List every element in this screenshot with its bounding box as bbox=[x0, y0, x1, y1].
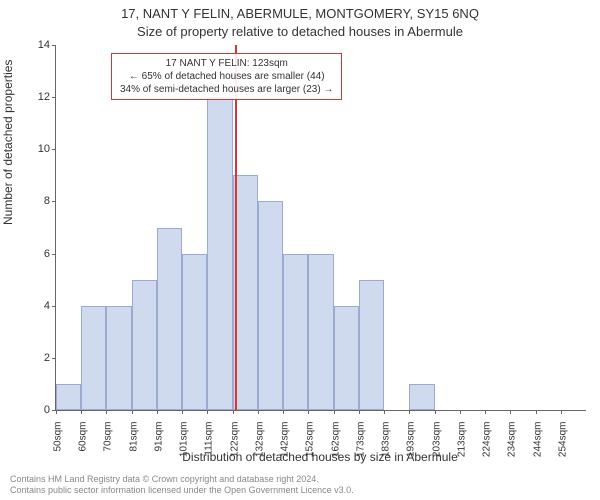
histogram-bar bbox=[258, 201, 283, 410]
y-tick-mark bbox=[52, 97, 56, 98]
histogram-bar bbox=[308, 254, 333, 410]
y-tick-mark bbox=[52, 45, 56, 46]
y-tick-mark bbox=[52, 149, 56, 150]
x-tick-mark bbox=[182, 410, 183, 414]
y-tick-mark bbox=[52, 306, 56, 307]
x-tick-mark bbox=[536, 410, 537, 414]
footer-text: Contains HM Land Registry data © Crown c… bbox=[10, 474, 354, 496]
y-tick-label: 0 bbox=[32, 404, 50, 416]
histogram-bar bbox=[182, 254, 207, 410]
histogram-bar bbox=[409, 384, 434, 410]
chart-title-line2: Size of property relative to detached ho… bbox=[0, 24, 600, 39]
y-tick-label: 8 bbox=[32, 195, 50, 207]
y-tick-label: 6 bbox=[32, 248, 50, 260]
histogram-bar bbox=[81, 306, 106, 410]
info-line1: 17 NANT Y FELIN: 123sqm bbox=[120, 57, 333, 70]
histogram-bar bbox=[359, 280, 384, 410]
x-tick-mark bbox=[157, 410, 158, 414]
x-tick-mark bbox=[283, 410, 284, 414]
footer-line1: Contains HM Land Registry data © Crown c… bbox=[10, 474, 354, 485]
x-tick-mark bbox=[258, 410, 259, 414]
chart-title-line1: 17, NANT Y FELIN, ABERMULE, MONTGOMERY, … bbox=[0, 6, 600, 21]
x-tick-mark bbox=[132, 410, 133, 414]
x-tick-mark bbox=[460, 410, 461, 414]
x-tick-mark bbox=[106, 410, 107, 414]
info-line2: ← 65% of detached houses are smaller (44… bbox=[120, 70, 333, 83]
x-tick-mark bbox=[81, 410, 82, 414]
x-tick-mark bbox=[485, 410, 486, 414]
x-tick-mark bbox=[409, 410, 410, 414]
y-tick-label: 10 bbox=[32, 143, 50, 155]
histogram-bar bbox=[157, 228, 182, 411]
x-tick-mark bbox=[334, 410, 335, 414]
histogram-bar bbox=[207, 97, 232, 410]
y-tick-mark bbox=[52, 358, 56, 359]
y-tick-label: 2 bbox=[32, 352, 50, 364]
x-axis-label: Distribution of detached houses by size … bbox=[55, 450, 585, 464]
x-tick-mark bbox=[561, 410, 562, 414]
x-tick-mark bbox=[384, 410, 385, 414]
y-tick-mark bbox=[52, 201, 56, 202]
x-tick-mark bbox=[308, 410, 309, 414]
plot-area: 0246810121450sqm60sqm70sqm81sqm91sqm101s… bbox=[55, 45, 586, 411]
x-tick-mark bbox=[56, 410, 57, 414]
y-tick-label: 4 bbox=[32, 300, 50, 312]
y-axis-label: Number of detached properties bbox=[1, 60, 15, 225]
y-tick-label: 14 bbox=[32, 39, 50, 51]
histogram-bar bbox=[334, 306, 359, 410]
info-line3: 34% of semi-detached houses are larger (… bbox=[120, 83, 333, 96]
histogram-bar bbox=[132, 280, 157, 410]
x-tick-mark bbox=[510, 410, 511, 414]
info-box: 17 NANT Y FELIN: 123sqm← 65% of detached… bbox=[111, 53, 342, 100]
x-tick-mark bbox=[233, 410, 234, 414]
y-tick-mark bbox=[52, 254, 56, 255]
histogram-bar bbox=[56, 384, 81, 410]
x-tick-mark bbox=[359, 410, 360, 414]
histogram-bar bbox=[106, 306, 131, 410]
x-tick-mark bbox=[207, 410, 208, 414]
chart-container: 17, NANT Y FELIN, ABERMULE, MONTGOMERY, … bbox=[0, 0, 600, 500]
y-tick-label: 12 bbox=[32, 91, 50, 103]
footer-line2: Contains public sector information licen… bbox=[10, 485, 354, 496]
x-tick-mark bbox=[435, 410, 436, 414]
histogram-bar bbox=[283, 254, 308, 410]
